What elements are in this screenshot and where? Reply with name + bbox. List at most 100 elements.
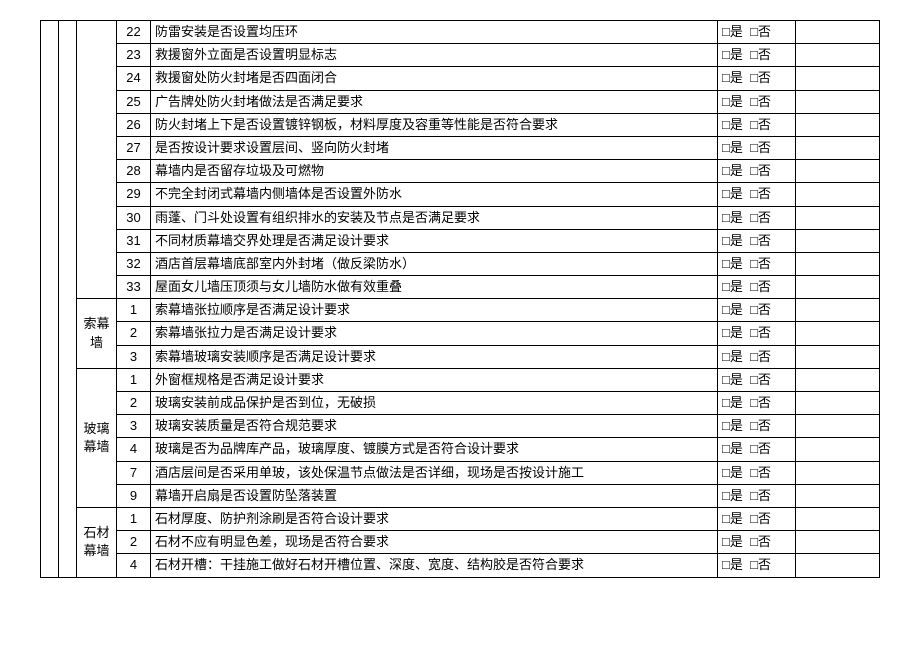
checkbox-no[interactable]: □否: [750, 69, 771, 87]
checkbox-no[interactable]: □否: [750, 93, 771, 111]
yes-no-cell: □是 □否: [718, 183, 796, 206]
checkbox-yes[interactable]: □是: [722, 139, 743, 157]
row-description: 索幕墙张拉顺序是否满足设计要求: [151, 299, 718, 322]
checkbox-no[interactable]: □否: [750, 324, 771, 342]
row-number: 3: [117, 345, 151, 368]
checkbox-no[interactable]: □否: [750, 278, 771, 296]
table-row: 玻璃幕墙1外窗框规格是否满足设计要求□是 □否: [41, 368, 880, 391]
trailing-cell: [796, 484, 880, 507]
checkbox-no[interactable]: □否: [750, 209, 771, 227]
trailing-cell: [796, 90, 880, 113]
yes-no-cell: □是 □否: [718, 299, 796, 322]
table-row: 4石材开槽：干挂施工做好石材开槽位置、深度、宽度、结构胶是否符合要求□是 □否: [41, 554, 880, 577]
checkbox-no[interactable]: □否: [750, 510, 771, 528]
row-number: 1: [117, 368, 151, 391]
checkbox-yes[interactable]: □是: [722, 23, 743, 41]
trailing-cell: [796, 345, 880, 368]
table-row: 25广告牌处防火封堵做法是否满足要求□是 □否: [41, 90, 880, 113]
trailing-cell: [796, 113, 880, 136]
yes-no-cell: □是 □否: [718, 531, 796, 554]
trailing-cell: [796, 44, 880, 67]
checkbox-yes[interactable]: □是: [722, 440, 743, 458]
checkbox-yes[interactable]: □是: [722, 348, 743, 366]
checkbox-yes[interactable]: □是: [722, 278, 743, 296]
table-row: 30雨蓬、门斗处设置有组织排水的安装及节点是否满足要求□是 □否: [41, 206, 880, 229]
checkbox-no[interactable]: □否: [750, 464, 771, 482]
checkbox-no[interactable]: □否: [750, 232, 771, 250]
trailing-cell: [796, 368, 880, 391]
table-row: 29不完全封闭式幕墙内侧墙体是否设置外防水□是 □否: [41, 183, 880, 206]
checkbox-yes[interactable]: □是: [722, 324, 743, 342]
checkbox-no[interactable]: □否: [750, 116, 771, 134]
row-description: 索幕墙玻璃安装顺序是否满足设计要求: [151, 345, 718, 368]
checkbox-no[interactable]: □否: [750, 255, 771, 273]
checkbox-yes[interactable]: □是: [722, 394, 743, 412]
row-number: 28: [117, 160, 151, 183]
table-row: 27是否按设计要求设置层间、竖向防火封堵□是 □否: [41, 136, 880, 159]
trailing-cell: [796, 160, 880, 183]
row-number: 4: [117, 554, 151, 577]
checkbox-yes[interactable]: □是: [722, 487, 743, 505]
checkbox-no[interactable]: □否: [750, 556, 771, 574]
checkbox-yes[interactable]: □是: [722, 162, 743, 180]
trailing-cell: [796, 438, 880, 461]
checkbox-yes[interactable]: □是: [722, 69, 743, 87]
table-row: 28幕墙内是否留存垃圾及可燃物□是 □否: [41, 160, 880, 183]
checkbox-yes[interactable]: □是: [722, 464, 743, 482]
checkbox-no[interactable]: □否: [750, 348, 771, 366]
checkbox-yes[interactable]: □是: [722, 93, 743, 111]
row-description: 广告牌处防火封堵做法是否满足要求: [151, 90, 718, 113]
yes-no-cell: □是 □否: [718, 415, 796, 438]
checkbox-yes[interactable]: □是: [722, 533, 743, 551]
checkbox-yes[interactable]: □是: [722, 301, 743, 319]
yes-no-cell: □是 □否: [718, 276, 796, 299]
table-row: 7酒店层间是否采用单玻，该处保温节点做法是否详细，现场是否按设计施工□是 □否: [41, 461, 880, 484]
trailing-cell: [796, 21, 880, 44]
checkbox-no[interactable]: □否: [750, 417, 771, 435]
yes-no-cell: □是 □否: [718, 229, 796, 252]
table-row: 31不同材质幕墙交界处理是否满足设计要求□是 □否: [41, 229, 880, 252]
checkbox-no[interactable]: □否: [750, 487, 771, 505]
table-row: 22防雷安装是否设置均压环□是 □否: [41, 21, 880, 44]
checkbox-no[interactable]: □否: [750, 371, 771, 389]
yes-no-cell: □是 □否: [718, 160, 796, 183]
row-description: 石材不应有明显色差，现场是否符合要求: [151, 531, 718, 554]
trailing-cell: [796, 276, 880, 299]
checkbox-no[interactable]: □否: [750, 301, 771, 319]
table-row: 24救援窗处防火封堵是否四面闭合□是 □否: [41, 67, 880, 90]
row-description: 防雷安装是否设置均压环: [151, 21, 718, 44]
row-number: 3: [117, 415, 151, 438]
table-row: 2索幕墙张拉力是否满足设计要求□是 □否: [41, 322, 880, 345]
checkbox-no[interactable]: □否: [750, 46, 771, 64]
row-number: 32: [117, 252, 151, 275]
checkbox-yes[interactable]: □是: [722, 255, 743, 273]
yes-no-cell: □是 □否: [718, 21, 796, 44]
checkbox-yes[interactable]: □是: [722, 556, 743, 574]
row-number: 4: [117, 438, 151, 461]
table-row: 3玻璃安装质量是否符合规范要求□是 □否: [41, 415, 880, 438]
checkbox-no[interactable]: □否: [750, 533, 771, 551]
row-number: 22: [117, 21, 151, 44]
yes-no-cell: □是 □否: [718, 136, 796, 159]
checkbox-no[interactable]: □否: [750, 23, 771, 41]
table-row: 石材幕墙1石材厚度、防护剂涂刷是否符合设计要求□是 □否: [41, 507, 880, 530]
checkbox-yes[interactable]: □是: [722, 209, 743, 227]
checkbox-no[interactable]: □否: [750, 185, 771, 203]
table-row: 2玻璃安装前成品保护是否到位，无破损□是 □否: [41, 392, 880, 415]
checkbox-yes[interactable]: □是: [722, 232, 743, 250]
checkbox-no[interactable]: □否: [750, 394, 771, 412]
row-description: 酒店首层幕墙底部室内外封堵（做反梁防水）: [151, 252, 718, 275]
checkbox-no[interactable]: □否: [750, 440, 771, 458]
row-number: 26: [117, 113, 151, 136]
checkbox-yes[interactable]: □是: [722, 185, 743, 203]
table-row: 9幕墙开启扇是否设置防坠落装置□是 □否: [41, 484, 880, 507]
checkbox-yes[interactable]: □是: [722, 510, 743, 528]
checkbox-yes[interactable]: □是: [722, 371, 743, 389]
row-description: 玻璃是否为品牌库产品，玻璃厚度、镀膜方式是否符合设计要求: [151, 438, 718, 461]
checkbox-no[interactable]: □否: [750, 139, 771, 157]
checkbox-yes[interactable]: □是: [722, 116, 743, 134]
checkbox-no[interactable]: □否: [750, 162, 771, 180]
checkbox-yes[interactable]: □是: [722, 417, 743, 435]
row-description: 幕墙开启扇是否设置防坠落装置: [151, 484, 718, 507]
checkbox-yes[interactable]: □是: [722, 46, 743, 64]
